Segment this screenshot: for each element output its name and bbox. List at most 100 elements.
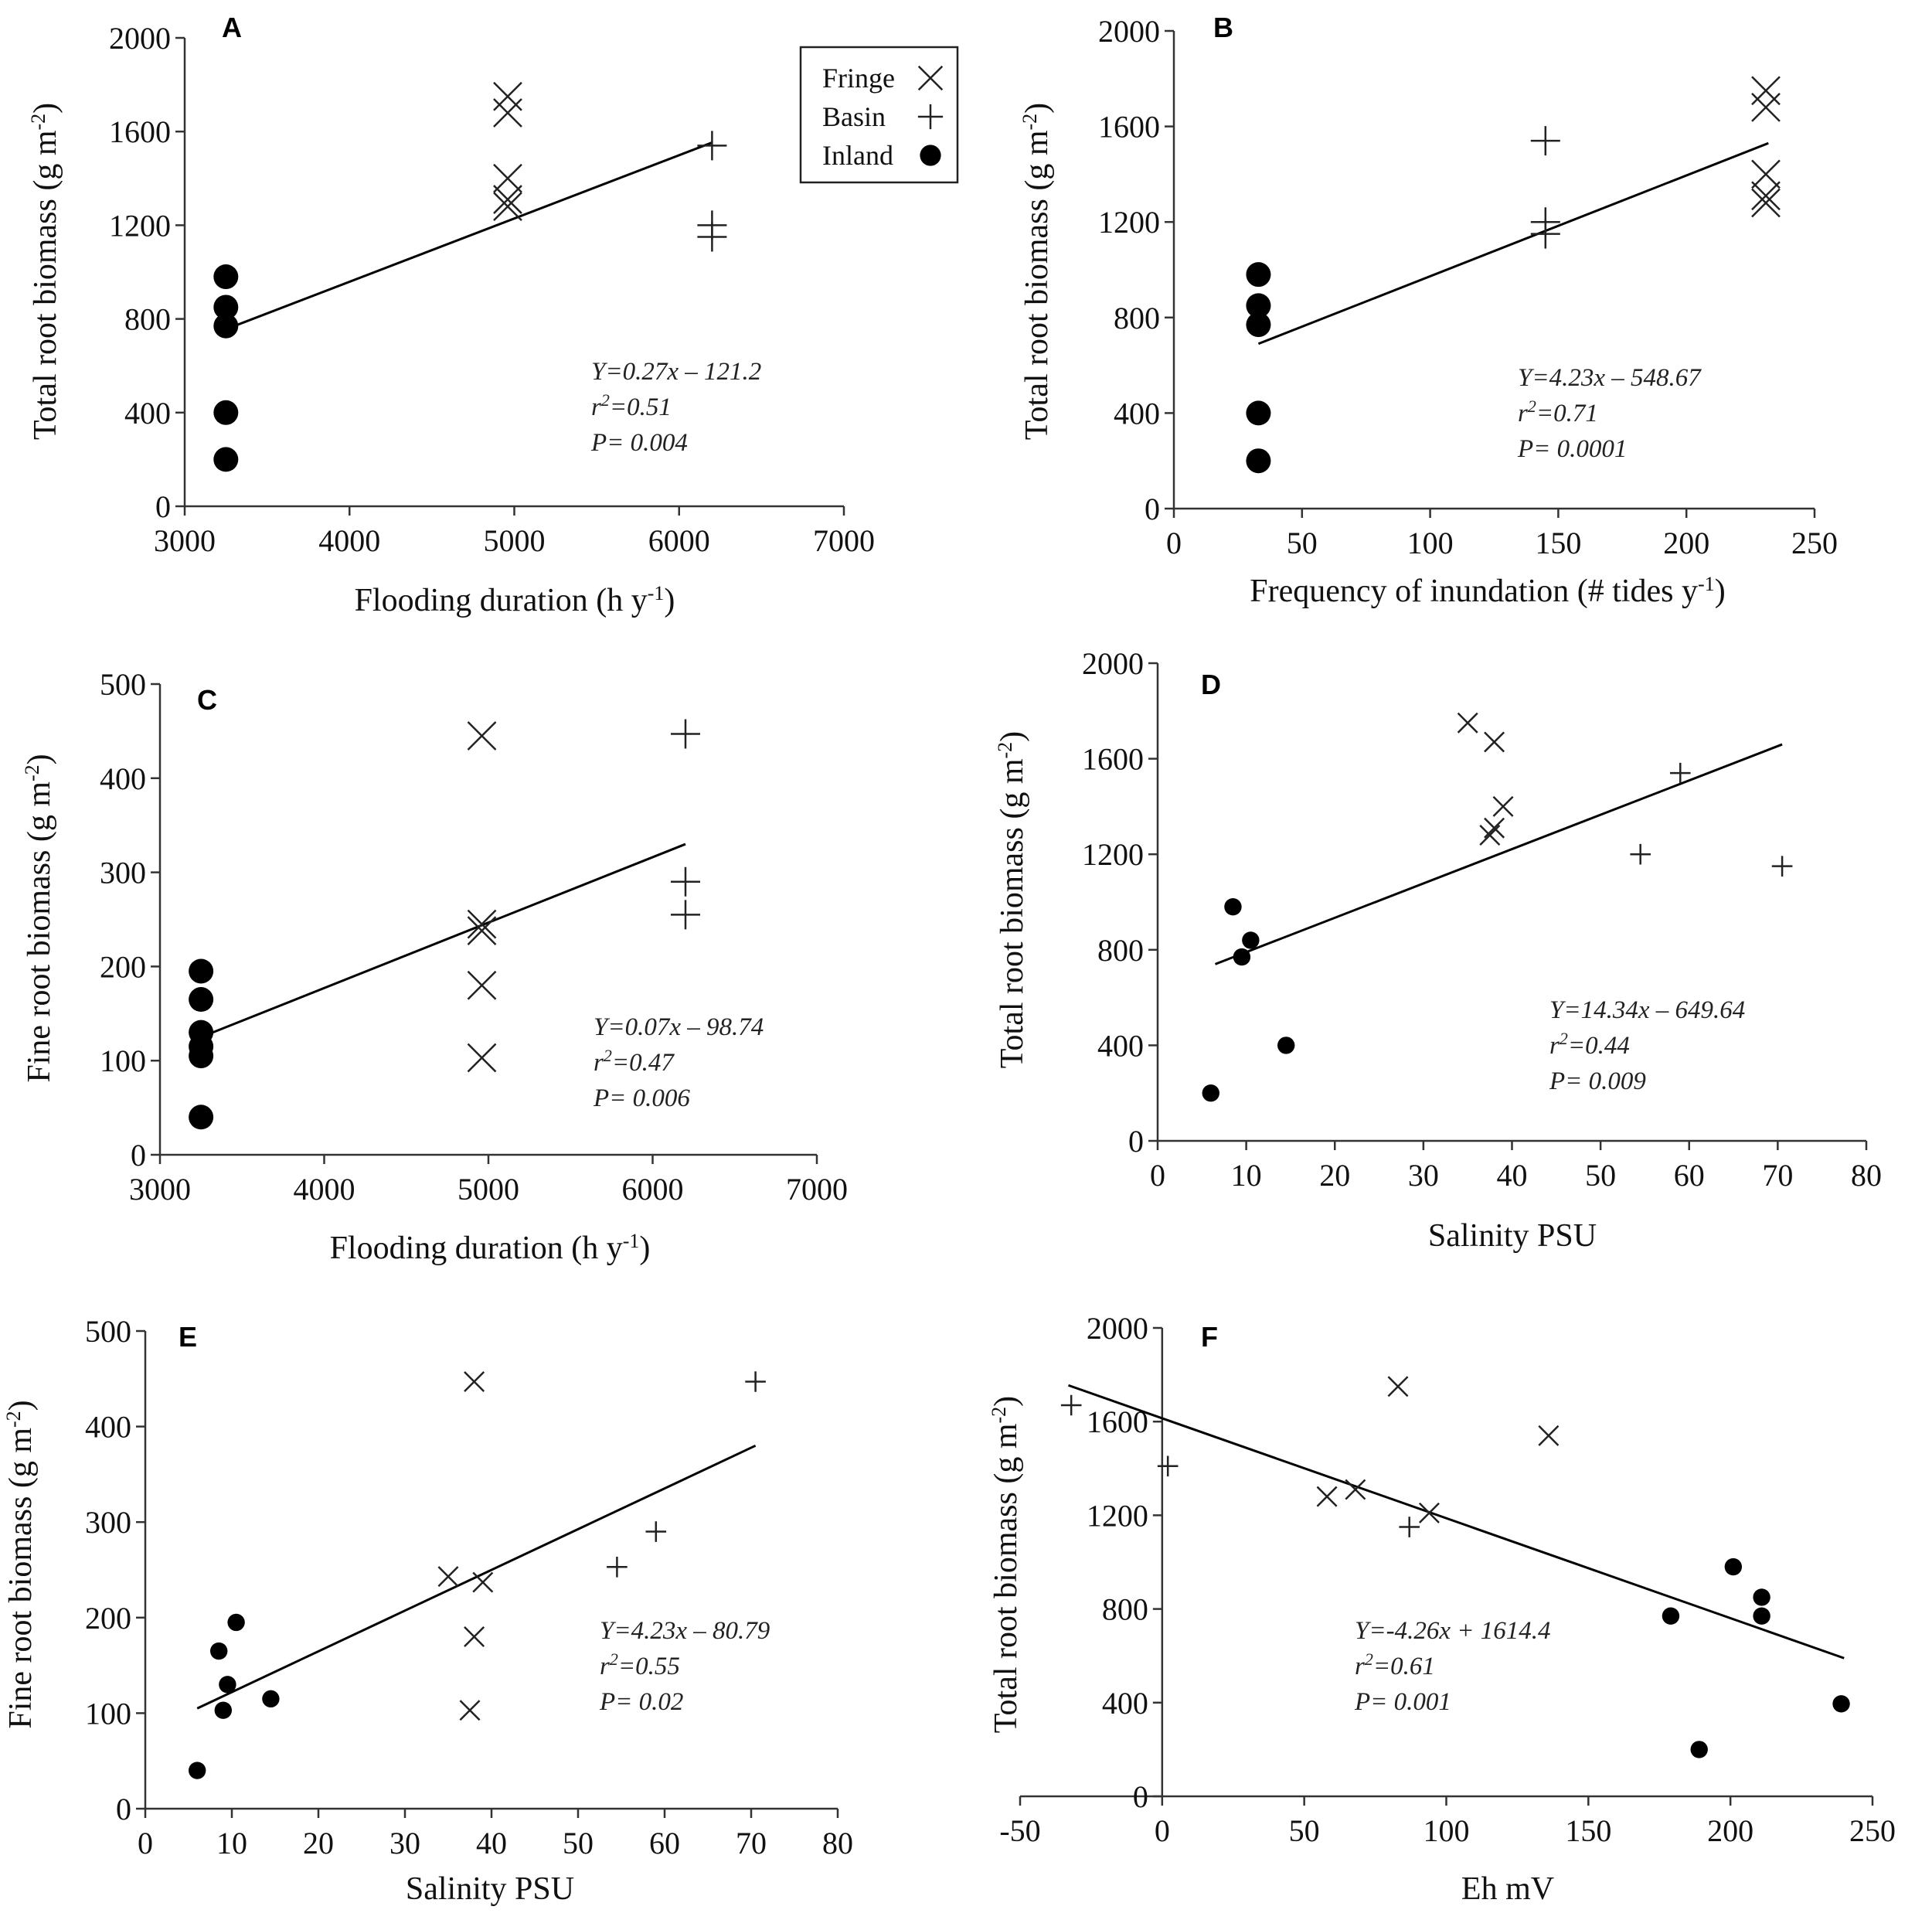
y-tick-label: 500: [85, 1314, 131, 1349]
data-point-fringe: [1345, 1479, 1366, 1500]
data-point-inland: [1724, 1557, 1743, 1576]
y-axis-label-text: Total root biomass (g m: [1019, 130, 1055, 440]
x-tick-label: 5000: [484, 523, 546, 558]
data-point-inland: [213, 400, 239, 425]
data-point-fringe: [1751, 76, 1781, 106]
data-point-fringe: [493, 81, 522, 111]
y-tick-label: 400: [100, 761, 146, 796]
data-point-fringe: [493, 185, 522, 214]
legend-marker-fringe: [917, 65, 944, 91]
y-axis-label: Total root biomass (g m-2): [27, 103, 64, 440]
x-axis-label: Flooding duration (h y-1): [355, 582, 675, 619]
y-tick-label: 800: [124, 302, 171, 337]
y-tick-label: 400: [1097, 1028, 1144, 1063]
data-point-inland: [189, 1043, 214, 1069]
panel-letter: E: [179, 1321, 197, 1353]
r-squared-value: =0.44: [1568, 1032, 1630, 1060]
y-tick-label: 300: [100, 856, 146, 890]
x-axis-label: Salinity PSU: [406, 1871, 574, 1907]
data-point-inland: [189, 1762, 206, 1779]
x-tick-label: 150: [1565, 1813, 1611, 1848]
panel-e: 0 10 20 30 40 50 60 70 80 0 100 200 300 400 500 E Salini…: [2, 1314, 854, 1907]
y-tick-label: 2000: [1098, 14, 1160, 49]
legend-label: Basin: [822, 101, 886, 132]
y-axis-label-superscript: -2: [27, 114, 49, 131]
panel-d: 0 10 20 30 40 50 60 70 800400800120016002000DSal…: [994, 646, 1883, 1254]
x-axis-label: Frequency of inundation (# tides y-1): [1250, 573, 1725, 610]
y-tick-label: 0: [116, 1792, 131, 1826]
series-fringe: [1751, 76, 1781, 218]
x-axis-label-text: Salinity PSU: [1428, 1218, 1597, 1254]
x-axis-label-text: Eh mV: [1461, 1871, 1554, 1907]
y-tick-label: 800: [1102, 1592, 1148, 1627]
data-point-inland: [1242, 931, 1260, 949]
regression-equation: Y=4.23x – 548.67: [1518, 364, 1702, 392]
x-axis-label-text: ): [639, 1231, 650, 1266]
r-squared: r2=0.44: [1549, 1029, 1630, 1060]
x-axis-label-text: Flooding duration (h y: [330, 1231, 623, 1266]
x-tick-label: 100: [1423, 1813, 1470, 1848]
data-point-basin: [607, 1556, 628, 1578]
y-tick-label: 400: [1114, 396, 1160, 431]
data-point-fringe: [1418, 1502, 1440, 1523]
regression-line: [225, 141, 713, 331]
y-tick-label: 100: [100, 1043, 146, 1078]
series-basin: [1060, 1394, 1420, 1537]
x-tick-label: 30: [389, 1826, 420, 1860]
data-point-fringe: [464, 1371, 485, 1392]
x-tick-label: 70: [1762, 1158, 1793, 1193]
data-point-inland: [1246, 448, 1271, 474]
x-tick-label: 0: [1166, 526, 1182, 560]
data-point-inland: [214, 1701, 232, 1719]
y-tick-label: 0: [155, 489, 171, 524]
data-point-inland: [1233, 948, 1251, 966]
x-tick-label: 250: [1791, 526, 1838, 560]
x-tick-label: 80: [822, 1826, 853, 1860]
y-axis-label-superscript: -2: [994, 742, 1016, 759]
y-axis-label-superscript: -2: [2, 1411, 25, 1428]
r-symbol: r: [591, 393, 601, 421]
legend-label: Inland: [822, 140, 893, 171]
regression-line: [1068, 1384, 1845, 1660]
series-fringe: [1316, 1376, 1560, 1523]
r-exponent: 2: [1560, 1029, 1568, 1048]
x-axis-label: Flooding duration (h y-1): [330, 1230, 651, 1267]
data-point-basin: [1157, 1455, 1179, 1477]
y-tick-label: 1200: [1098, 205, 1160, 240]
legend-marker-inland: [920, 145, 941, 166]
x-tick-label: 100: [1407, 526, 1454, 560]
x-tick-label: 0: [1155, 1813, 1170, 1848]
r-squared-value: =0.51: [610, 393, 672, 421]
x-axis-label-text: ): [664, 583, 675, 618]
p-value: P= 0.006: [593, 1084, 690, 1112]
series-inland: [1662, 1557, 1850, 1758]
data-point-basin: [1669, 762, 1691, 784]
x-tick-label: 40: [1497, 1158, 1528, 1193]
data-point-basin: [1530, 126, 1560, 156]
data-point-inland: [1224, 897, 1242, 916]
y-axis-label-text: Total root biomass (g m: [995, 758, 1030, 1068]
x-axis-label: Eh mV: [1461, 1871, 1554, 1907]
data-point-basin: [1771, 856, 1793, 877]
y-tick-label: 200: [85, 1601, 131, 1636]
x-tick-label: 50: [1585, 1158, 1616, 1193]
data-point-inland: [213, 447, 239, 472]
data-point-fringe: [472, 1571, 494, 1593]
series-inland: [213, 264, 239, 472]
r-symbol: r: [1355, 1653, 1365, 1680]
data-point-fringe: [493, 98, 522, 128]
data-point-fringe: [464, 1626, 485, 1648]
x-tick-label: 50: [1289, 1813, 1320, 1848]
regression-line: [1257, 141, 1769, 346]
p-value: P= 0.001: [1354, 1688, 1451, 1716]
y-axis-label-text: Fine root biomass (g m: [22, 781, 57, 1083]
x-tick-label: 7000: [786, 1172, 848, 1207]
data-point-fringe: [493, 192, 522, 222]
p-value: P= 0.0001: [1517, 435, 1627, 463]
y-tick-label: 400: [85, 1410, 131, 1445]
y-tick-label: 400: [1102, 1686, 1148, 1721]
x-tick-label: 6000: [622, 1172, 684, 1207]
data-point-basin: [697, 131, 727, 161]
y-axis-label-superscript: -2: [988, 1407, 1010, 1424]
data-point-inland: [1246, 262, 1271, 288]
